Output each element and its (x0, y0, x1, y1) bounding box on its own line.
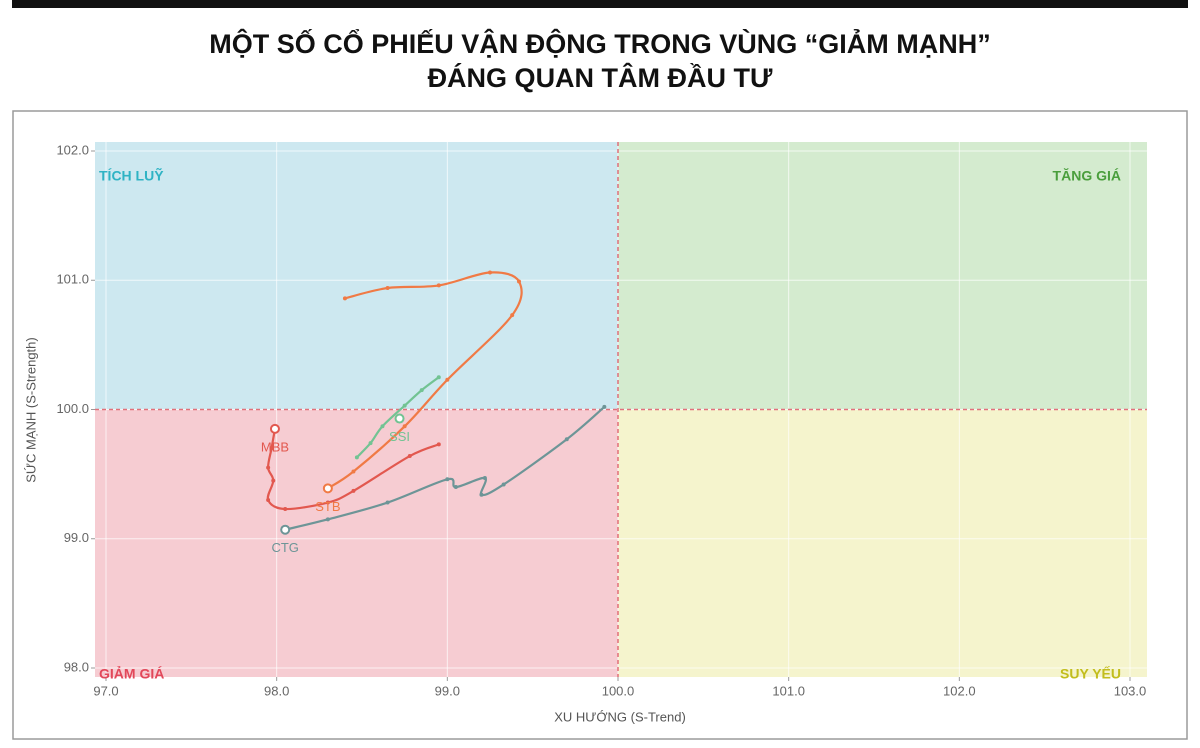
x-axis-label: XU HƯỚNG (S-Trend) (554, 709, 686, 724)
series-point (351, 469, 356, 474)
series-point (445, 377, 450, 382)
x-tick-label: 101.0 (772, 683, 805, 698)
series-point (368, 441, 373, 446)
x-tick-label: 99.0 (435, 683, 460, 698)
series-point (517, 279, 522, 284)
series-point (325, 500, 330, 505)
series-point (436, 375, 441, 380)
series-point (482, 476, 487, 481)
quadrant-label: TÍCH LUỸ (99, 167, 164, 184)
y-tick-label: 98.0 (64, 659, 89, 674)
quadrant (618, 409, 1147, 677)
x-tick-label: 102.0 (943, 683, 976, 698)
series-label: MBB (261, 439, 289, 454)
quadrant (95, 409, 618, 677)
x-tick-label: 97.0 (93, 683, 118, 698)
y-tick-label: 99.0 (64, 530, 89, 545)
series-point (402, 424, 407, 429)
x-tick-label: 98.0 (264, 683, 289, 698)
series-point (283, 507, 288, 512)
series-point (479, 492, 484, 497)
y-tick-label: 100.0 (56, 401, 89, 416)
quadrant (618, 142, 1147, 410)
series-point (501, 482, 506, 487)
series-line (266, 428, 440, 511)
series-point (488, 270, 492, 275)
top-bar (12, 0, 1188, 8)
series-point (351, 488, 356, 493)
series-point (445, 477, 450, 482)
series-point (402, 403, 407, 408)
y-tick-label: 101.0 (56, 272, 89, 287)
series-marker (269, 423, 280, 434)
y-axis-label: SỨC MẠNH (S-Strength) (23, 337, 38, 482)
series-point (266, 465, 271, 470)
plot: 97.0 98.0 99.0 100.0 101.0 102.0 103.0 98.0 99.0… (56, 142, 1147, 698)
series-point (269, 446, 274, 451)
series-marker (322, 483, 333, 494)
series-line (327, 271, 523, 490)
series-point (266, 497, 271, 502)
series-label: CTG (271, 540, 298, 555)
series-marker (394, 413, 405, 424)
quadrant-label: SUY YẾU (1060, 666, 1121, 682)
series-point (385, 500, 390, 505)
series-point (453, 485, 458, 490)
series-point (436, 283, 441, 288)
series-label: STB (315, 499, 340, 514)
series-point (564, 437, 569, 442)
series-point (385, 286, 390, 291)
quadrant-label: TĂNG GIÁ (1053, 168, 1121, 184)
series-point (380, 424, 385, 429)
series-point (602, 404, 607, 409)
quadrant (95, 142, 618, 410)
series-point (419, 388, 424, 393)
x-tick-label: 100.0 (602, 683, 635, 698)
series-point (436, 442, 441, 447)
x-tick-label: 103.0 (1114, 683, 1147, 698)
series-point (325, 517, 330, 522)
series-point (354, 455, 359, 460)
series-point (407, 454, 412, 459)
series-point (510, 313, 515, 318)
series-label: SSI (389, 429, 410, 444)
series-point (342, 296, 347, 301)
quadrant-label: GIẢM GIÁ (99, 666, 164, 682)
title-line: MỘT SỐ CỔ PHIẾU VẬN ĐỘNG TRONG VÙNG “GIẢ… (209, 27, 991, 59)
y-tick-label: 102.0 (56, 142, 89, 157)
title-line: ĐÁNG QUAN TÂM ĐẦU TƯ (428, 62, 773, 93)
series-marker (280, 524, 291, 535)
series-line (284, 406, 606, 531)
series-point (271, 478, 276, 483)
